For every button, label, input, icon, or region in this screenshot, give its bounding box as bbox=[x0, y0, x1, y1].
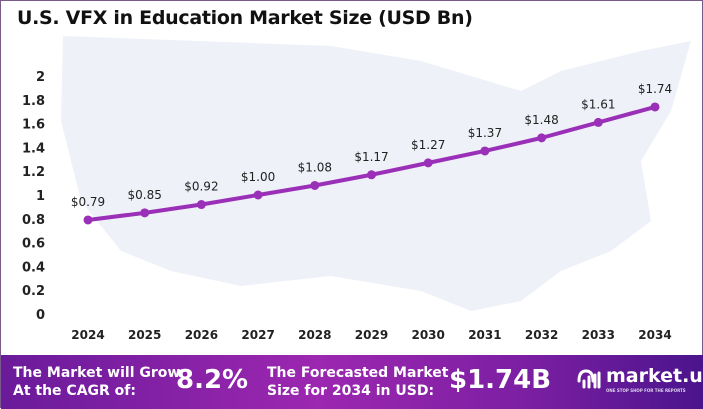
cagr-label-line2: At the CAGR of: bbox=[13, 383, 136, 399]
forecast-label-line2: Size for 2034 in USD: bbox=[267, 383, 435, 399]
data-label: $1.00 bbox=[241, 170, 275, 184]
logo-name: market.us bbox=[606, 365, 703, 387]
data-point bbox=[423, 158, 433, 168]
cagr-value: 8.2% bbox=[176, 365, 249, 395]
forecast-value: $1.74B bbox=[449, 365, 552, 395]
x-tick-label: 2027 bbox=[241, 328, 274, 342]
x-tick-label: 2030 bbox=[411, 328, 444, 342]
x-tick-label: 2034 bbox=[638, 328, 671, 342]
data-point bbox=[83, 215, 93, 225]
data-point bbox=[537, 133, 547, 143]
y-tick-label: 1.2 bbox=[22, 165, 45, 180]
data-point bbox=[310, 180, 320, 190]
data-point bbox=[253, 190, 263, 200]
data-point bbox=[140, 208, 150, 218]
data-label: $0.85 bbox=[128, 188, 162, 202]
x-tick-label: 2025 bbox=[128, 328, 161, 342]
data-label: $1.61 bbox=[581, 97, 615, 111]
y-tick-label: 0.2 bbox=[22, 284, 45, 299]
data-label: $0.92 bbox=[184, 180, 218, 194]
data-label: $1.27 bbox=[411, 138, 445, 152]
y-tick-label: 0.6 bbox=[22, 237, 45, 252]
cagr-label-line1: The Market will Grow bbox=[13, 365, 181, 381]
logo-icon bbox=[577, 369, 601, 389]
x-tick-label: 2024 bbox=[71, 328, 104, 342]
logo-tagline: ONE STOP SHOP FOR THE REPORTS bbox=[606, 388, 686, 393]
y-tick-label: 2 bbox=[36, 70, 45, 85]
data-label: $1.17 bbox=[354, 150, 388, 164]
y-tick-label: 1.4 bbox=[22, 141, 45, 156]
data-point bbox=[196, 200, 206, 210]
y-tick-label: 0.8 bbox=[22, 213, 45, 228]
y-tick-label: 0 bbox=[36, 308, 45, 323]
y-tick-label: 0.4 bbox=[22, 260, 45, 275]
x-tick-label: 2028 bbox=[298, 328, 331, 342]
y-tick-label: 1.6 bbox=[22, 118, 45, 133]
data-point bbox=[650, 102, 660, 112]
x-tick-label: 2026 bbox=[185, 328, 218, 342]
x-tick-label: 2032 bbox=[525, 328, 558, 342]
data-point bbox=[480, 146, 490, 156]
line-chart: 0 0.2 0.4 0.6 0.8 1 1.2 1.4 1.6 1.8 2 2024 2025 2026 2… bbox=[22, 36, 691, 342]
data-label: $0.79 bbox=[71, 195, 105, 209]
data-label: $1.74 bbox=[638, 82, 672, 96]
y-tick-label: 1 bbox=[36, 189, 45, 204]
data-label: $1.48 bbox=[524, 113, 558, 127]
chart-title: U.S. VFX in Education Market Size (USD B… bbox=[17, 7, 473, 29]
data-point bbox=[593, 117, 603, 127]
data-label: $1.08 bbox=[298, 160, 332, 174]
x-tick-label: 2029 bbox=[355, 328, 388, 342]
y-tick-label: 1.8 bbox=[22, 94, 45, 109]
x-tick-label: 2033 bbox=[582, 328, 615, 342]
forecast-label-line1: The Forecasted Market bbox=[267, 365, 449, 381]
x-tick-label: 2031 bbox=[468, 328, 501, 342]
data-label: $1.37 bbox=[468, 126, 502, 140]
footer-banner: The Market will Grow At the CAGR of: 8.2… bbox=[1, 355, 703, 409]
data-point bbox=[367, 170, 376, 180]
